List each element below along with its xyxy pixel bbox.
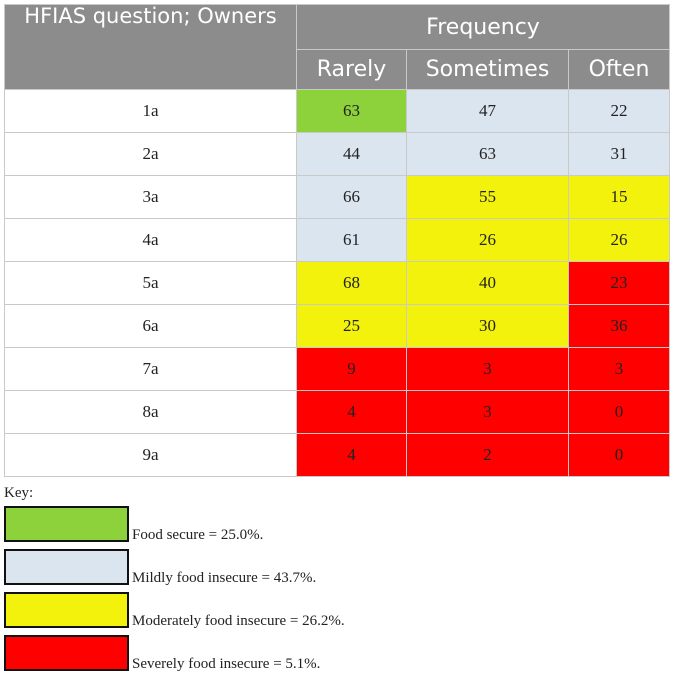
cell-rarely: 4	[296, 390, 407, 434]
table-row: 5a 68 40 23	[4, 261, 670, 305]
cell-often: 23	[568, 261, 670, 305]
cell-rarely: 4	[296, 433, 407, 477]
table-row: 8a 4 3 0	[4, 390, 670, 434]
row-label: 8a	[4, 390, 297, 434]
cell-often: 26	[568, 218, 670, 262]
key-swatch-red	[4, 635, 129, 671]
column-header-rarely: Rarely	[296, 49, 407, 90]
key-label: Mildly food insecure = 43.7%.	[132, 570, 317, 586]
cell-sometimes: 3	[406, 347, 569, 391]
key-item-food-secure: Food secure = 25.0%.	[4, 506, 604, 543]
key-item-moderately-insecure: Moderately food insecure = 26.2%.	[4, 592, 604, 629]
cell-rarely: 63	[296, 89, 407, 133]
cell-rarely: 68	[296, 261, 407, 305]
table-row: 3a 66 55 15	[4, 175, 670, 219]
cell-sometimes: 26	[406, 218, 569, 262]
cell-sometimes: 40	[406, 261, 569, 305]
cell-often: 36	[568, 304, 670, 348]
cell-rarely: 9	[296, 347, 407, 391]
table-row: 6a 25 30 36	[4, 304, 670, 348]
cell-often: 0	[568, 390, 670, 434]
cell-sometimes: 47	[406, 89, 569, 133]
key-item-mildly-insecure: Mildly food insecure = 43.7%.	[4, 549, 604, 586]
key-swatch-yellow	[4, 592, 129, 628]
row-label: 5a	[4, 261, 297, 305]
key-title: Key:	[4, 485, 34, 501]
hfias-table: HFIAS question; Owners Frequency Rarely …	[4, 4, 670, 477]
table-row: 9a 4 2 0	[4, 433, 670, 477]
column-header-sometimes: Sometimes	[406, 49, 569, 90]
cell-often: 3	[568, 347, 670, 391]
cell-sometimes: 55	[406, 175, 569, 219]
cell-sometimes: 2	[406, 433, 569, 477]
row-label: 9a	[4, 433, 297, 477]
cell-often: 0	[568, 433, 670, 477]
cell-rarely: 44	[296, 132, 407, 176]
header-row-top: HFIAS question; Owners Frequency	[4, 4, 670, 90]
cell-sometimes: 30	[406, 304, 569, 348]
row-label: 4a	[4, 218, 297, 262]
cell-often: 15	[568, 175, 670, 219]
cell-sometimes: 63	[406, 132, 569, 176]
row-label: 2a	[4, 132, 297, 176]
cell-rarely: 66	[296, 175, 407, 219]
table-row: 7a 9 3 3	[4, 347, 670, 391]
row-label: 1a	[4, 89, 297, 133]
key-swatch-green	[4, 506, 129, 542]
cell-rarely: 61	[296, 218, 407, 262]
row-label: 7a	[4, 347, 297, 391]
question-header: HFIAS question; Owners	[4, 4, 297, 90]
row-label: 3a	[4, 175, 297, 219]
column-header-often: Often	[568, 49, 670, 90]
key-item-severely-insecure: Severely food insecure = 5.1%.	[4, 635, 604, 672]
cell-often: 31	[568, 132, 670, 176]
key-label: Severely food insecure = 5.1%.	[132, 656, 321, 672]
table-row: 2a 44 63 31	[4, 132, 670, 176]
key-label: Food secure = 25.0%.	[132, 527, 264, 543]
cell-often: 22	[568, 89, 670, 133]
cell-sometimes: 3	[406, 390, 569, 434]
key-swatch-blue	[4, 549, 129, 585]
table-row: 4a 61 26 26	[4, 218, 670, 262]
row-label: 6a	[4, 304, 297, 348]
key-label: Moderately food insecure = 26.2%.	[132, 613, 345, 629]
cell-rarely: 25	[296, 304, 407, 348]
header-row-sub: Rarely Sometimes Often	[5, 49, 670, 90]
frequency-header: Frequency	[296, 4, 670, 50]
table-row: 1a 63 47 22	[4, 89, 670, 133]
